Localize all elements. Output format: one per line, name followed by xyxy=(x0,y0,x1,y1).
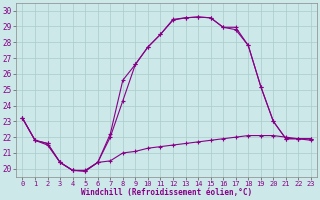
X-axis label: Windchill (Refroidissement éolien,°C): Windchill (Refroidissement éolien,°C) xyxy=(81,188,252,197)
